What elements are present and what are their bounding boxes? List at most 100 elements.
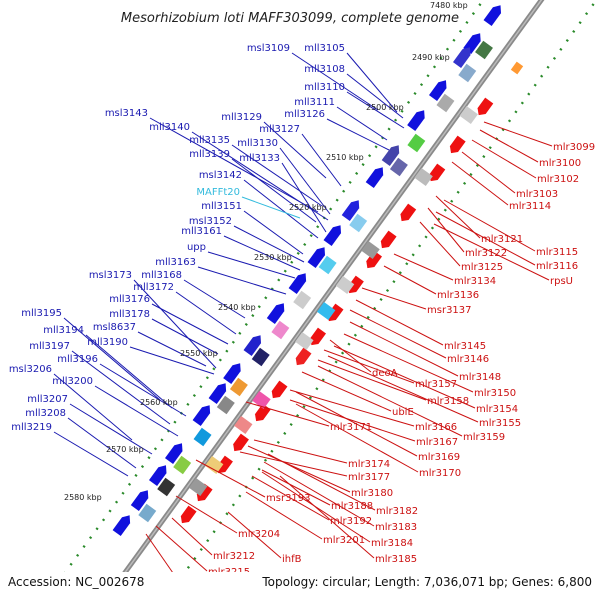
- left-gene-labels: msl3109 mll3105 mll3108 mll3110 mll3111 msl31…: [9, 43, 345, 433]
- gene-label: mlr3121: [481, 234, 523, 245]
- leader-line: [289, 399, 416, 442]
- gene-label: mll3195: [21, 308, 62, 319]
- leader-line: [171, 517, 213, 556]
- leader-line: [361, 287, 427, 310]
- gene-label: mlr3180: [351, 488, 393, 499]
- gene-label: mlr3201: [323, 535, 365, 546]
- gene-label: mlr3102: [537, 174, 579, 185]
- leader-line: [263, 461, 375, 527]
- gene-label: mlr3146: [447, 354, 489, 365]
- leader-line: [85, 334, 173, 409]
- gene-label: mlr3192: [330, 516, 372, 527]
- leader-line: [175, 495, 238, 534]
- gene-block: [193, 427, 212, 447]
- reverse-gene-arrow: [233, 433, 249, 452]
- gene-label: mll3135: [189, 135, 230, 146]
- reverse-gene-arrow: [429, 163, 446, 182]
- gene-label: mlr3150: [474, 388, 516, 399]
- forward-gene-arrow: [266, 303, 285, 325]
- leader-line: [243, 179, 319, 239]
- gene-label: mll3194: [43, 325, 84, 336]
- forward-gene-arrow: [243, 335, 262, 357]
- leader-line: [99, 363, 187, 417]
- gene-label: mlr3166: [415, 422, 457, 433]
- gene-label: mlr3122: [465, 248, 507, 259]
- kbp-label: 2520 kbp: [289, 203, 327, 212]
- gene-label: mlr3136: [437, 290, 479, 301]
- gene-label: mll3161: [181, 226, 222, 237]
- gene-label: mll3163: [155, 257, 196, 268]
- forward-gene-arrow: [407, 110, 425, 132]
- gene-block: [361, 241, 380, 259]
- gene-block: [173, 455, 192, 475]
- leader-line: [267, 453, 376, 511]
- gene-label: mlr3148: [459, 372, 501, 383]
- gene-label: mlr3169: [418, 452, 460, 463]
- leader-line: [245, 491, 323, 540]
- forward-gene-arrow: [341, 200, 360, 222]
- leader-line: [151, 303, 229, 345]
- gene-label: mlr3103: [516, 189, 558, 200]
- kbp-label: 7480 kbp: [430, 1, 468, 10]
- gene-block: [252, 391, 271, 409]
- gene-label: mlr3182: [376, 506, 418, 517]
- kbp-label: 2550 kbp: [180, 349, 218, 358]
- gene-label: mlr3100: [539, 158, 581, 169]
- reverse-gene-arrow: [180, 505, 197, 524]
- gene-label: mlr3125: [461, 262, 503, 273]
- gene-label: mlr3158: [427, 396, 469, 407]
- reverse-gene-arrow: [327, 303, 344, 322]
- leader-line: [63, 317, 161, 401]
- reverse-gene-arrow: [271, 380, 288, 399]
- leader-line: [137, 331, 207, 367]
- gene-label: mll3190: [87, 337, 128, 348]
- gene-label: mll3111: [294, 97, 335, 108]
- kbp-label: 2490 kbp: [412, 53, 450, 62]
- gene-label: MAFFt20: [196, 187, 240, 198]
- reverse-gene-arrow: [348, 275, 364, 294]
- leader-line: [281, 162, 327, 233]
- leader-line: [295, 391, 418, 457]
- gene-label: mlr3167: [416, 437, 458, 448]
- reverse-gene-arrow: [310, 327, 327, 346]
- map-title: Mesorhizobium loti MAFF303099, complete …: [121, 11, 459, 26]
- leader-line: [155, 525, 208, 572]
- genome-backbone: [102, 0, 545, 600]
- forward-gene-arrow: [288, 273, 307, 295]
- gene-label: mlr3157: [415, 379, 457, 390]
- leader-line: [317, 365, 463, 437]
- gene-block: [271, 320, 290, 340]
- leader-line: [471, 139, 537, 179]
- gene-label: mll3130: [237, 138, 278, 149]
- leader-line: [53, 373, 133, 441]
- leader-line: [346, 73, 404, 119]
- gene-label: mll3126: [284, 109, 325, 120]
- leader-line: [317, 359, 427, 401]
- gene-block: [510, 61, 524, 75]
- leader-line: [349, 321, 459, 377]
- gene-label: mll3105: [304, 43, 345, 54]
- gene-label: mlr3185: [375, 554, 417, 565]
- gene-features: [112, 5, 524, 537]
- gene-label: mll3196: [57, 354, 98, 365]
- gene-label: ihfB: [282, 554, 302, 565]
- gene-label: msl3173: [89, 270, 132, 281]
- reverse-gene-arrow: [477, 97, 494, 116]
- gene-label: msl3142: [199, 170, 242, 181]
- gene-block: [138, 503, 157, 523]
- gene-label: mlr3174: [348, 459, 390, 470]
- gene-block: [458, 63, 477, 83]
- gene-label: rpsU: [550, 276, 573, 287]
- gene-block: [475, 40, 493, 60]
- leader-line: [346, 91, 405, 129]
- leader-line: [195, 459, 266, 498]
- gene-label: mll3197: [29, 341, 70, 352]
- leader-line: [69, 403, 153, 455]
- leader-line: [183, 279, 246, 319]
- gene-label: mlr3134: [454, 276, 496, 287]
- leader-line: [327, 355, 479, 423]
- gene-block: [295, 332, 314, 350]
- forward-gene-arrow: [192, 405, 211, 427]
- leader-line: [289, 389, 415, 427]
